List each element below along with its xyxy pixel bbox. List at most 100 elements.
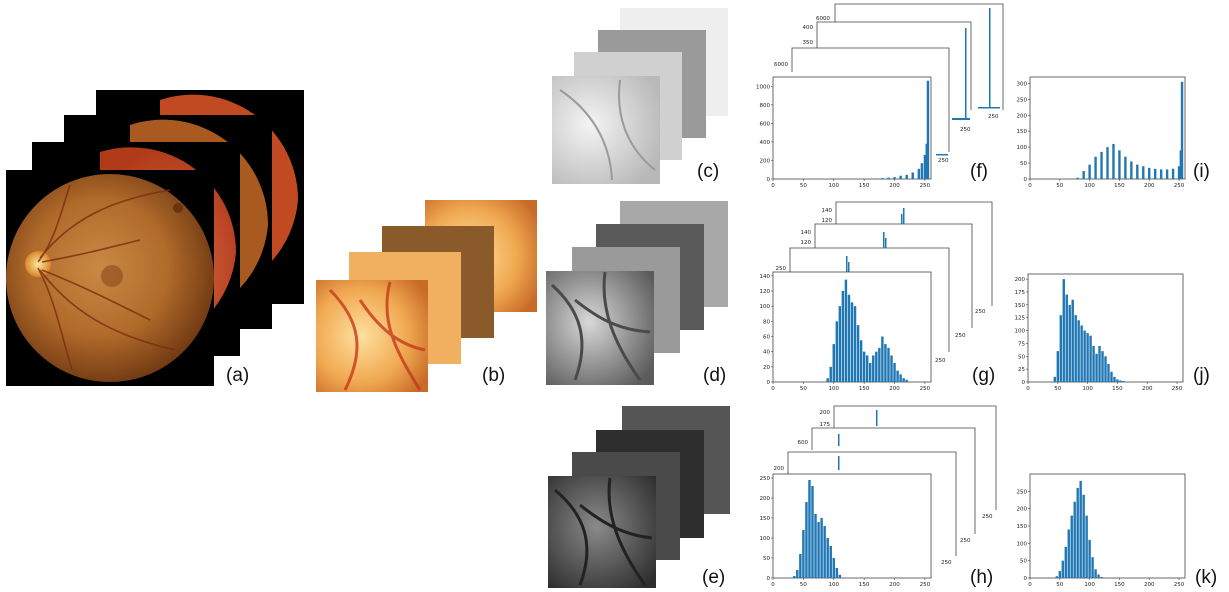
hist-bar bbox=[1113, 376, 1116, 382]
x-tick-label: 100 bbox=[1084, 183, 1095, 189]
hist-bar bbox=[1085, 515, 1088, 578]
back-xtick: 250 bbox=[960, 538, 971, 544]
hist-bar bbox=[811, 486, 814, 578]
fundus-image-front bbox=[6, 170, 214, 386]
x-tick-label: 250 bbox=[1172, 386, 1183, 392]
hist-bar bbox=[835, 568, 839, 578]
hist-bar bbox=[865, 355, 869, 382]
x-tick-label: 150 bbox=[1112, 386, 1123, 392]
hist-bar bbox=[1088, 164, 1091, 179]
hist-bar bbox=[802, 530, 805, 578]
hist-bar bbox=[893, 177, 896, 179]
hist-bar bbox=[1177, 166, 1181, 179]
hist-bar bbox=[887, 177, 890, 179]
hist-bar bbox=[1116, 379, 1119, 382]
x-tick-label: 0 bbox=[771, 386, 775, 392]
hist-bar bbox=[1104, 356, 1107, 382]
hist-bar bbox=[1110, 371, 1113, 382]
hist-bar bbox=[1122, 380, 1125, 382]
hist-bar bbox=[881, 178, 884, 179]
hist-bar bbox=[841, 290, 845, 382]
y-tick-label: 80 bbox=[763, 319, 770, 325]
y-tick-label: 50 bbox=[1020, 161, 1027, 167]
x-tick-label: 200 bbox=[889, 582, 900, 588]
hist-bar bbox=[1118, 150, 1121, 179]
y-tick-label: 0 bbox=[767, 576, 771, 582]
hist-bar bbox=[1100, 151, 1103, 179]
hist-bar bbox=[1053, 376, 1057, 382]
panel-label-b: (b) bbox=[482, 365, 505, 386]
plot-frame bbox=[772, 76, 932, 180]
back-xtick: 250 bbox=[982, 514, 993, 520]
y-tick-label: 300 bbox=[1017, 81, 1028, 87]
y-tick-label: 120 bbox=[760, 289, 771, 295]
hist-bar bbox=[926, 80, 930, 179]
hist-bar bbox=[1068, 304, 1071, 382]
histogram-f: 0 50 100 150 200 250 0 200 400 600 800 1000 bbox=[756, 76, 932, 189]
hist-bar bbox=[869, 363, 872, 382]
y-tick-label: 0 bbox=[1022, 380, 1026, 386]
back-ytick: 140 bbox=[822, 208, 833, 214]
y-tick-label: 50 bbox=[763, 556, 770, 562]
x-tick-label: 150 bbox=[1114, 582, 1125, 588]
x-tick-label: 250 bbox=[920, 582, 931, 588]
x-tick-label: 200 bbox=[1144, 582, 1155, 588]
hist-bar bbox=[820, 518, 823, 578]
hist-bar bbox=[902, 378, 905, 382]
histogram-j: 0 50 100 150 200 250 0 25 50 75 100 125 150 175 200 bbox=[1015, 273, 1184, 392]
hist-bar bbox=[1077, 320, 1080, 382]
hist-bar bbox=[1095, 353, 1098, 382]
hist-bar bbox=[1112, 143, 1115, 179]
hist-bar bbox=[805, 502, 808, 578]
hist-bar bbox=[829, 546, 832, 578]
hist-bar bbox=[1076, 177, 1079, 179]
gray-channel-stack-d bbox=[546, 201, 728, 385]
hist-bar bbox=[1088, 539, 1091, 578]
y-tick-label: 20 bbox=[763, 365, 770, 371]
hist-bar bbox=[881, 336, 884, 382]
hist-bar bbox=[1165, 169, 1169, 179]
back-ytick: 6000 bbox=[816, 16, 830, 22]
hist-bar bbox=[1106, 147, 1109, 179]
histogram-i: 0 50 100 150 200 250 0 50 100 150 200 250 300 bbox=[1017, 76, 1186, 189]
y-tick-label: 140 bbox=[760, 274, 771, 280]
hist-bar bbox=[808, 480, 811, 578]
back-ytick: 140 bbox=[801, 230, 812, 236]
y-tick-label: 75 bbox=[1018, 341, 1025, 347]
hist-bar bbox=[887, 347, 890, 382]
hist-bar bbox=[1067, 529, 1070, 578]
back-ytick: 350 bbox=[803, 40, 814, 46]
back-ytick: 120 bbox=[822, 218, 833, 224]
y-tick-label: 125 bbox=[1015, 316, 1026, 322]
y-tick-label: 175 bbox=[1015, 290, 1026, 296]
hist-bar bbox=[856, 325, 860, 382]
panel-label-e: (e) bbox=[702, 567, 725, 588]
x-tick-label: 0 bbox=[1028, 582, 1032, 588]
hist-bar bbox=[1154, 168, 1157, 179]
hist-bar bbox=[1101, 351, 1104, 382]
y-tick-label: 0 bbox=[1024, 576, 1028, 582]
hist-bar bbox=[1092, 346, 1095, 382]
back-ytick: 175 bbox=[820, 422, 831, 428]
y-tick-label: 50 bbox=[1018, 354, 1025, 360]
y-tick-label: 0 bbox=[1024, 177, 1028, 183]
hist-bar bbox=[1119, 380, 1122, 382]
back-xtick: 250 bbox=[941, 560, 952, 566]
x-tick-label: 150 bbox=[1114, 183, 1125, 189]
y-tick-label: 40 bbox=[763, 350, 770, 356]
y-tick-label: 0 bbox=[767, 380, 771, 386]
x-tick-label: 100 bbox=[829, 386, 840, 392]
x-tick-label: 100 bbox=[829, 183, 840, 189]
back-ytick: 600 bbox=[798, 440, 809, 446]
hist-bar bbox=[835, 321, 839, 382]
back-xtick: 250 bbox=[935, 358, 946, 364]
hist-bar bbox=[1124, 156, 1127, 179]
x-tick-label: 200 bbox=[889, 386, 900, 392]
histogram-h: 0 50 100 150 200 250 0 50 100 150 200 250 bbox=[760, 473, 932, 588]
x-tick-label: 150 bbox=[859, 183, 870, 189]
hist-bar bbox=[917, 168, 921, 179]
y-tick-label: 200 bbox=[1017, 113, 1028, 119]
gray-channel-stack-c bbox=[552, 8, 728, 184]
hist-bar bbox=[1091, 557, 1094, 578]
x-tick-label: 200 bbox=[1144, 183, 1155, 189]
